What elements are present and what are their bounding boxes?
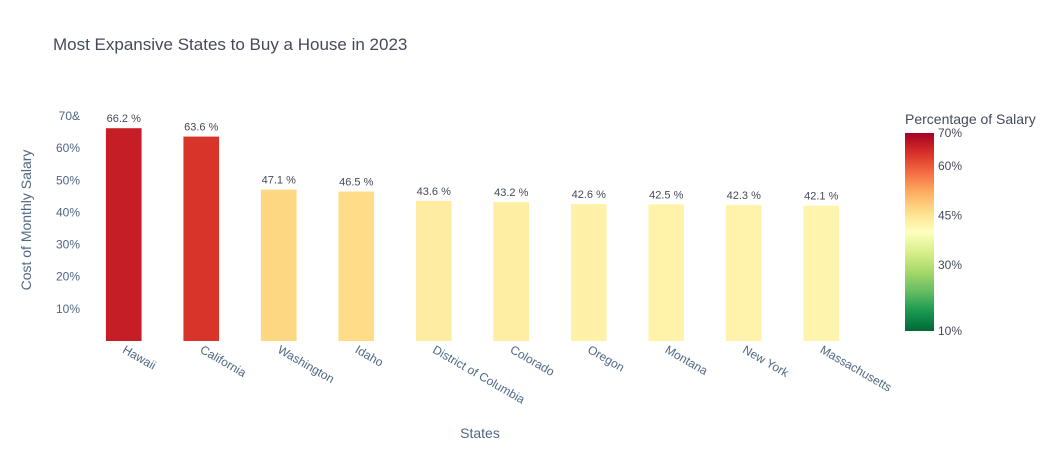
x-tick-label: Colorado — [508, 342, 557, 379]
bar[interactable] — [725, 205, 762, 341]
bar-value-label: 42.5 % — [649, 189, 683, 201]
colorbar-gradient — [905, 133, 934, 331]
x-axis-title: States — [460, 425, 500, 441]
bar[interactable] — [338, 191, 375, 341]
bar-value-label: 43.2 % — [494, 187, 528, 199]
colorbar-tick-label: 10% — [938, 324, 962, 338]
bar-value-label: 42.3 % — [727, 190, 761, 202]
bar-value-label: 47.1 % — [262, 175, 296, 187]
y-tick-label: 30% — [56, 238, 80, 252]
colorbar-tick-label: 70% — [938, 126, 962, 140]
bar[interactable] — [648, 204, 685, 341]
y-axis: 10% 20% 30% 40% 50% 60% 70& — [56, 109, 80, 316]
bar[interactable] — [415, 200, 452, 341]
bar-value-label: 63.6 % — [184, 122, 218, 134]
y-tick-label: 50% — [56, 173, 80, 187]
y-tick-label: 40% — [56, 205, 80, 219]
bar[interactable] — [183, 136, 220, 341]
x-axis: Hawaii California Washington Idaho District … — [120, 342, 894, 406]
y-tick-label: 20% — [56, 270, 80, 284]
chart-title: Most Expansive States to Buy a House in … — [53, 35, 407, 54]
bar-value-label: 42.1 % — [804, 191, 838, 203]
colorbar-legend: Percentage of Salary 70% 60% 45% 30% 10% — [905, 111, 1036, 338]
bar[interactable] — [105, 128, 142, 341]
x-tick-label: New York — [740, 342, 792, 380]
y-tick-label: 10% — [56, 302, 80, 316]
bar-value-label: 43.6 % — [417, 186, 451, 198]
bar-value-label: 42.6 % — [572, 189, 606, 201]
bar[interactable] — [570, 204, 607, 341]
x-tick-label: Washington — [275, 342, 337, 386]
y-tick-label: 60% — [56, 141, 80, 155]
bar-value-label: 66.2 % — [107, 113, 141, 125]
bar[interactable] — [260, 189, 297, 341]
x-tick-label: Idaho — [353, 342, 386, 369]
x-tick-label: Montana — [663, 342, 711, 378]
bar[interactable] — [493, 202, 530, 341]
x-tick-label: Hawaii — [120, 342, 158, 372]
y-tick-label: 70& — [59, 109, 80, 123]
colorbar-title: Percentage of Salary — [905, 111, 1036, 127]
bar-value-label: 46.5 % — [339, 177, 373, 189]
x-tick-label: Oregon — [585, 342, 627, 374]
colorbar-tick-label: 30% — [938, 258, 962, 272]
bar[interactable] — [803, 205, 840, 341]
colorbar-tick-label: 60% — [938, 159, 962, 173]
x-tick-label: Massachusetts — [818, 342, 894, 394]
y-axis-title: Cost of Monthly Salary — [18, 150, 34, 291]
bars: 66.2 % 63.6 % 47.1 % 46.5 % 43.6 % 43.2 % 42.6… — [105, 113, 840, 341]
x-tick-label: California — [198, 342, 249, 380]
colorbar-tick-label: 45% — [938, 209, 962, 223]
